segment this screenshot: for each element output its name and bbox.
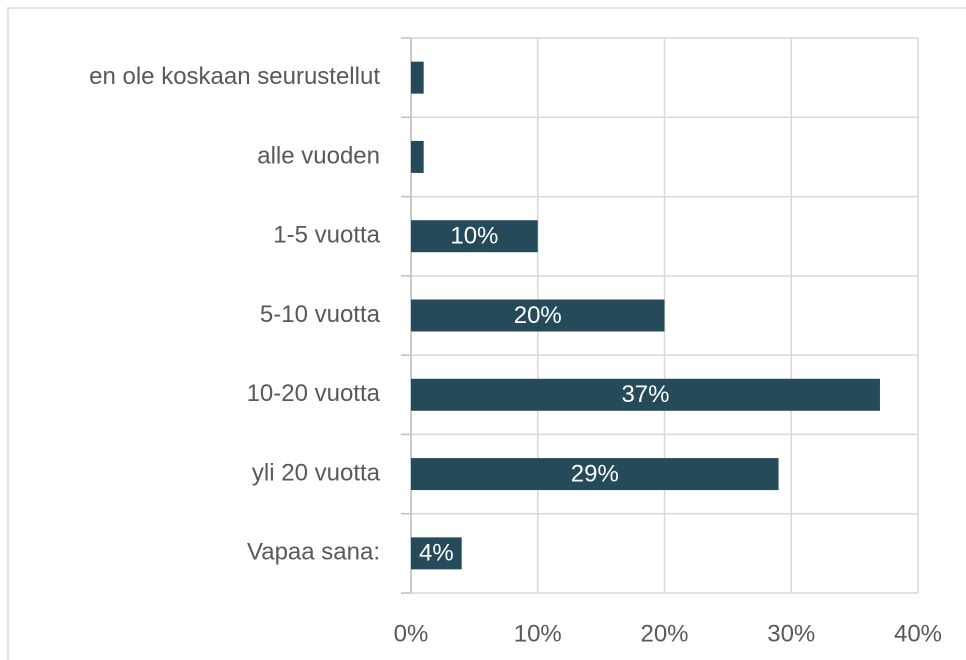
y-tick-label: 10-20 vuotta	[247, 380, 381, 407]
bar	[411, 220, 538, 253]
x-tick-label: 0%	[394, 620, 429, 647]
x-tick-label: 40%	[894, 620, 942, 647]
y-tick-label: Vapaa sana:	[247, 539, 380, 566]
value-label: 20%	[514, 302, 562, 329]
y-tick-label: en ole koskaan seurustellut	[89, 63, 380, 90]
chart-frame	[7, 7, 966, 660]
value-label: 37%	[621, 381, 669, 408]
x-tick-label: 20%	[640, 620, 688, 647]
y-tick-label: 5-10 vuotta	[260, 301, 381, 328]
bar	[411, 458, 779, 491]
x-tick-label: 30%	[767, 620, 815, 647]
value-label: 29%	[571, 460, 619, 487]
bar	[411, 537, 462, 570]
bar	[411, 378, 880, 411]
bar	[411, 61, 424, 94]
bar	[411, 299, 665, 332]
y-tick-label: yli 20 vuotta	[252, 459, 381, 486]
value-label: 4%	[419, 540, 454, 567]
y-tick-label: 1-5 vuotta	[273, 222, 380, 249]
value-label: 10%	[450, 223, 498, 250]
y-tick-label: alle vuoden	[257, 142, 380, 169]
bar	[411, 140, 424, 173]
x-tick-label: 10%	[514, 620, 562, 647]
